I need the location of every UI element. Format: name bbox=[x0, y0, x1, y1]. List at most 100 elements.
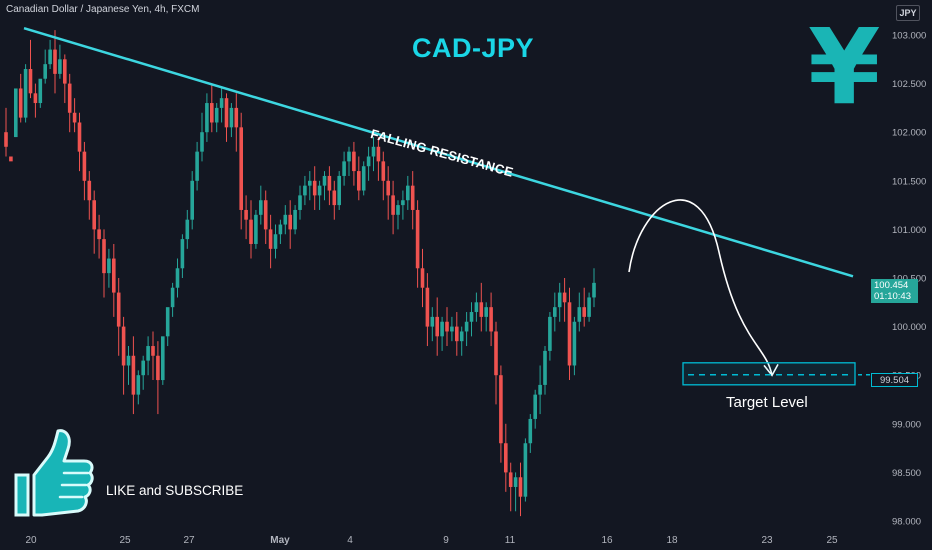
candle bbox=[249, 200, 253, 259]
candle bbox=[161, 336, 165, 385]
candle bbox=[548, 312, 552, 361]
last-price-value: 100.454 bbox=[874, 280, 909, 291]
candle bbox=[288, 200, 292, 249]
candle bbox=[303, 175, 307, 206]
candle bbox=[131, 336, 136, 415]
candle bbox=[528, 414, 533, 453]
candle bbox=[92, 190, 96, 254]
candle bbox=[283, 205, 288, 235]
candle bbox=[450, 316, 454, 342]
candle bbox=[190, 171, 194, 230]
time-axis[interactable]: 20 25 27 May 4 9 11 16 18 23 25 bbox=[25, 535, 838, 546]
candle bbox=[121, 316, 126, 395]
candle bbox=[562, 278, 567, 322]
candle bbox=[494, 321, 498, 405]
candle bbox=[141, 355, 145, 390]
candle bbox=[244, 195, 248, 240]
candle bbox=[464, 312, 469, 347]
x-tick-label: May bbox=[270, 535, 290, 546]
candle bbox=[224, 93, 229, 142]
x-tick-label: 25 bbox=[119, 535, 131, 546]
candle bbox=[112, 243, 116, 317]
candle bbox=[445, 307, 449, 347]
candle bbox=[259, 185, 263, 225]
candle bbox=[371, 137, 376, 172]
candle bbox=[254, 209, 258, 249]
target-zone-box[interactable] bbox=[682, 362, 856, 386]
candle bbox=[116, 278, 121, 356]
candle bbox=[499, 365, 503, 463]
candle bbox=[567, 287, 572, 381]
y-tick-label: 101.000 bbox=[892, 225, 926, 236]
candle bbox=[538, 365, 542, 415]
x-tick-label: 23 bbox=[761, 535, 773, 546]
candle bbox=[381, 151, 386, 201]
candle bbox=[484, 302, 488, 332]
y-tick-label: 102.500 bbox=[892, 79, 926, 90]
candle bbox=[572, 316, 577, 376]
candle bbox=[58, 44, 62, 79]
candle bbox=[332, 180, 337, 220]
candle bbox=[214, 103, 219, 133]
candles-layer bbox=[4, 30, 596, 517]
candle bbox=[63, 54, 67, 104]
target-price-tag[interactable]: 99.504 bbox=[871, 373, 918, 387]
y-tick-label: 103.000 bbox=[892, 31, 926, 42]
x-tick-label: 20 bbox=[25, 535, 37, 546]
candle bbox=[38, 78, 43, 108]
candle bbox=[23, 64, 28, 123]
chart-title: CAD-JPY bbox=[412, 33, 535, 63]
candle bbox=[273, 224, 278, 259]
candle bbox=[18, 73, 23, 123]
y-tick-label: 101.500 bbox=[892, 176, 926, 187]
y-tick-label: 99.000 bbox=[892, 419, 921, 430]
candle bbox=[308, 171, 312, 201]
candle bbox=[557, 282, 562, 322]
candle bbox=[180, 234, 185, 278]
x-tick-label: 25 bbox=[826, 535, 838, 546]
candle bbox=[48, 39, 52, 70]
candle bbox=[278, 219, 283, 244]
candle bbox=[543, 346, 547, 395]
candle bbox=[165, 307, 170, 347]
candle bbox=[322, 171, 327, 201]
candle bbox=[77, 112, 82, 172]
currency-badge[interactable]: JPY bbox=[896, 5, 920, 21]
symbol-header[interactable]: Canadian Dollar / Japanese Yen, 4h, FXCM bbox=[6, 4, 200, 15]
candle bbox=[479, 282, 484, 332]
y-tick-label: 98.500 bbox=[892, 468, 921, 479]
candle bbox=[185, 209, 190, 249]
candle bbox=[53, 30, 57, 94]
candle bbox=[435, 297, 439, 356]
candle bbox=[357, 156, 361, 201]
candle bbox=[342, 151, 346, 186]
candle bbox=[97, 214, 101, 259]
candle bbox=[205, 93, 209, 142]
bar-countdown: 01:10:43 bbox=[874, 291, 911, 302]
candle bbox=[72, 98, 77, 133]
candle bbox=[327, 166, 332, 206]
candle bbox=[376, 137, 381, 181]
candle bbox=[293, 205, 297, 235]
candle bbox=[455, 312, 459, 356]
candle bbox=[347, 146, 351, 176]
candle bbox=[107, 248, 111, 288]
projection-arrow[interactable] bbox=[628, 199, 773, 376]
candle bbox=[102, 229, 106, 298]
target-level-label: Target Level bbox=[726, 394, 808, 411]
candle bbox=[87, 171, 92, 220]
candle bbox=[352, 141, 356, 186]
x-tick-label: 4 bbox=[347, 535, 353, 546]
candle bbox=[410, 171, 415, 230]
last-price-tag[interactable]: 100.454 01:10:43 bbox=[871, 279, 918, 303]
y-tick-label: 98.000 bbox=[892, 517, 921, 528]
candle bbox=[195, 141, 199, 191]
candle bbox=[4, 107, 8, 157]
candle bbox=[513, 472, 518, 512]
candle bbox=[239, 112, 243, 230]
candle bbox=[234, 93, 239, 152]
candle bbox=[361, 161, 366, 196]
candle bbox=[14, 88, 18, 138]
